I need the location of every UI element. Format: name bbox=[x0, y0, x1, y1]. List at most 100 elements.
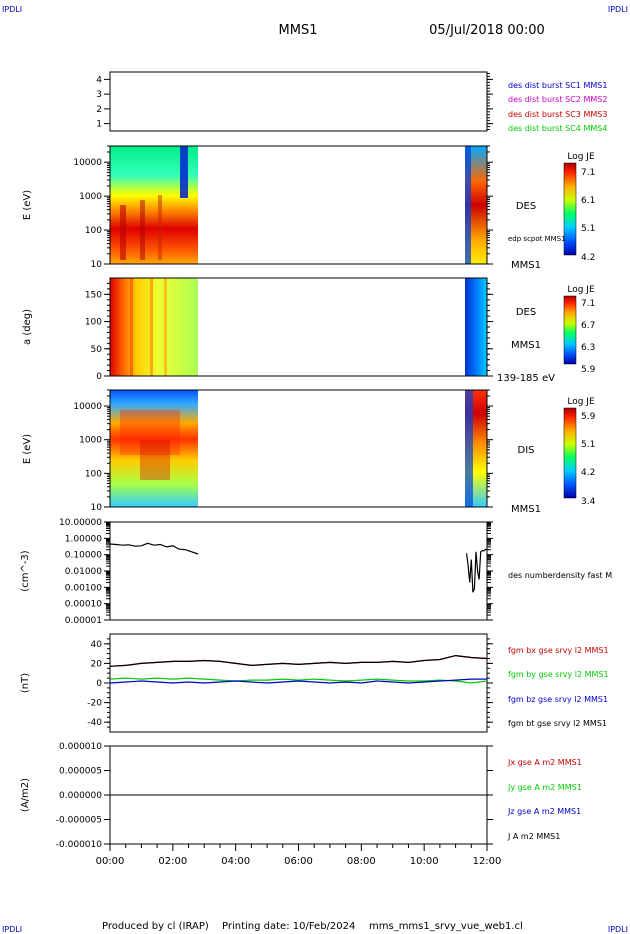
colorbar-des-energy-tick: 4.2 bbox=[581, 253, 595, 263]
burst-tick-label: 4 bbox=[96, 75, 102, 85]
time-tick-label: 08:00 bbox=[347, 856, 376, 867]
panel-density: 10.00000 1.00000 0.10000 0.01000 0.00100 0.00… bbox=[20, 518, 612, 626]
pitch-stripe bbox=[130, 278, 133, 376]
mms1-label-pitch: MMS1 bbox=[511, 340, 541, 351]
pitch-ylabel: a (deg) bbox=[22, 309, 33, 345]
energy-tick-label: 100 bbox=[85, 226, 102, 236]
mission-title: MMS1 bbox=[279, 23, 318, 38]
legend-j: J A m2 MMS1 bbox=[507, 832, 560, 841]
density-tick-label: 0.00001 bbox=[65, 616, 102, 626]
footer-produced-by: Produced by cl (IRAP) bbox=[102, 921, 209, 932]
des-energy-stripe bbox=[158, 195, 162, 260]
legend-bz: fgm bz gse srvy l2 MMS1 bbox=[508, 695, 608, 704]
current-tick-label: -0.000005 bbox=[56, 816, 102, 826]
des-energy-blue-edge bbox=[465, 146, 471, 264]
density-line bbox=[109, 542, 199, 555]
energy-tick-label: 100 bbox=[85, 469, 102, 479]
time-tick-label: 10:00 bbox=[410, 856, 439, 867]
colorbar-dis-title: Log JE bbox=[567, 397, 595, 407]
bfield-line-2 bbox=[109, 678, 487, 684]
density-tick-label: 10.00000 bbox=[59, 518, 102, 528]
colorbar-pitch-tick: 6.7 bbox=[581, 321, 595, 331]
pitch-stripe bbox=[164, 278, 167, 376]
des-label-pitch: DES bbox=[516, 307, 536, 318]
pitch-stripe bbox=[150, 278, 153, 376]
dis-label: DIS bbox=[518, 445, 535, 456]
panel-burst: 4 3 2 1 des dist burst SC1 MMS1 des dist bu… bbox=[96, 71, 607, 133]
density-tick-label: 0.00010 bbox=[65, 600, 102, 610]
energy-tick-label: 10000 bbox=[73, 158, 102, 168]
des-label: DES bbox=[516, 201, 536, 212]
panel-des-pitch: 150 100 50 0 a (deg) DES MMS1 139-185 eV Lo… bbox=[22, 277, 596, 384]
dis-blue-edge bbox=[465, 390, 473, 507]
legend-burst-sc3: des dist burst SC3 MMS3 bbox=[508, 110, 607, 119]
pitch-heatmap-block-2 bbox=[465, 278, 487, 376]
density-tick-label: 0.10000 bbox=[65, 551, 102, 561]
density-line bbox=[466, 548, 488, 593]
time-axis: 00:00 02:00 04:00 06:00 08:00 10:00 12:00 bbox=[96, 844, 501, 867]
time-tick-label: 04:00 bbox=[221, 856, 250, 867]
time-tick-label: 06:00 bbox=[284, 856, 313, 867]
colorbar-pitch-tick: 6.3 bbox=[581, 343, 595, 353]
energy-tick-label: 1000 bbox=[79, 192, 102, 202]
time-tick-label: 00:00 bbox=[96, 856, 125, 867]
time-tick-label: 02:00 bbox=[158, 856, 187, 867]
colorbar-des-energy-tick: 7.1 bbox=[581, 168, 595, 178]
panel-dis-energy-frame bbox=[109, 389, 488, 508]
dis-ylabel: E (eV) bbox=[22, 434, 33, 464]
legend-burst-sc2: des dist burst SC2 MMS2 bbox=[508, 95, 607, 104]
panel-burst-frame bbox=[109, 71, 488, 132]
colorbar-dis-tick: 5.1 bbox=[581, 440, 595, 450]
legend-bx: fgm bx gse srvy l2 MMS1 bbox=[508, 646, 609, 655]
panel-des-energy: 10000 1000 100 10 E (eV) DES edp scpot MMS1… bbox=[22, 145, 595, 271]
colorbar-dis-tick: 5.9 bbox=[581, 412, 596, 422]
legend-jy: Jy gse A m2 MMS1 bbox=[507, 783, 582, 792]
colorbar-pitch-tick: 7.1 bbox=[581, 299, 595, 309]
energy-tick-label: 1000 bbox=[79, 436, 102, 446]
current-tick-label: 0.000010 bbox=[59, 742, 102, 752]
corner-label-top-right: IPDLI bbox=[608, 5, 628, 14]
legend-jx: Jx gse A m2 MMS1 bbox=[507, 758, 582, 767]
colorbar-dis-tick: 4.2 bbox=[581, 468, 595, 478]
mms1-label-dis: MMS1 bbox=[511, 504, 541, 515]
panel-dis-energy: 10000 1000 100 10 E (eV) DIS MMS1 Log JE 5.… bbox=[22, 389, 596, 515]
des-energy-stripe bbox=[120, 205, 126, 260]
burst-tick-label: 2 bbox=[96, 105, 102, 115]
des-energy-stripe bbox=[140, 200, 145, 260]
corner-label-bottom-left: IPDLI bbox=[2, 925, 22, 934]
corner-label-bottom-right: IPDLI bbox=[608, 925, 628, 934]
des-energy-ylabel: E (eV) bbox=[22, 190, 33, 220]
bfield-tick-label: -40 bbox=[87, 718, 102, 728]
pitch-tick-label: 150 bbox=[85, 290, 102, 300]
pitch-tick-label: 50 bbox=[91, 345, 103, 355]
footer-printing-date: Printing date: 10/Feb/2024 bbox=[222, 921, 355, 932]
burst-tick-label: 3 bbox=[96, 90, 102, 100]
colorbar-pitch bbox=[563, 295, 577, 365]
bfield-ylabel: (nT) bbox=[20, 673, 31, 693]
date-title: 05/Jul/2018 00:00 bbox=[429, 23, 545, 38]
edp-scpot-label: edp scpot MMS1 bbox=[508, 235, 566, 243]
bfield-line-1 bbox=[109, 677, 488, 684]
bfield-tick-label: -20 bbox=[87, 699, 102, 709]
bfield-tick-label: 40 bbox=[91, 640, 103, 650]
bfield-tick-label: 0 bbox=[96, 679, 102, 689]
colorbar-pitch-tick: 5.9 bbox=[581, 365, 596, 375]
energy-tick-label: 10 bbox=[91, 260, 103, 270]
colorbar-pitch-title: Log JE bbox=[567, 285, 595, 295]
colorbar-dis-tick: 3.4 bbox=[581, 497, 596, 507]
energy-range-label: 139-185 eV bbox=[497, 373, 555, 384]
bfield-tick-label: 20 bbox=[91, 659, 103, 669]
mms1-label-des-energy: MMS1 bbox=[511, 260, 541, 271]
colorbar-dis bbox=[563, 407, 577, 499]
legend-burst-sc4: des dist burst SC4 MMS4 bbox=[508, 124, 607, 133]
current-tick-label: -0.000010 bbox=[56, 840, 102, 850]
dis-red-region bbox=[120, 410, 180, 455]
footer-filename: mms_mms1_srvy_vue_web1.cl bbox=[369, 921, 523, 932]
dis-red-region bbox=[140, 440, 170, 480]
density-tick-label: 0.01000 bbox=[65, 567, 102, 577]
current-ylabel: (A/m2) bbox=[20, 778, 31, 812]
density-ylabel: (cm^-3) bbox=[20, 550, 31, 591]
colorbar-des-energy bbox=[563, 162, 577, 256]
colorbar-des-energy-tick: 5.1 bbox=[581, 224, 595, 234]
